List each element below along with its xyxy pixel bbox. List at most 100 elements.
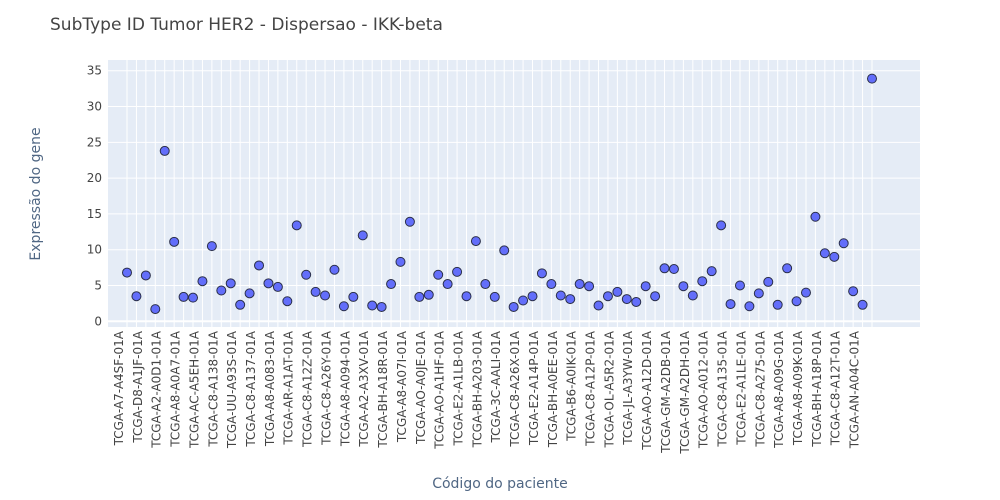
data-point[interactable] xyxy=(122,267,132,278)
x-tick-label: TCGA-C8-A26Y-01A xyxy=(319,330,333,446)
data-point[interactable] xyxy=(791,296,802,307)
data-point[interactable] xyxy=(140,270,151,281)
data-point[interactable] xyxy=(518,295,529,306)
data-point[interactable] xyxy=(527,291,538,302)
data-point[interactable] xyxy=(555,290,566,301)
data-point[interactable] xyxy=(414,291,425,302)
data-point[interactable] xyxy=(687,290,698,301)
data-point[interactable] xyxy=(593,300,604,311)
x-tick-label: TCGA-AO-A12D-01A xyxy=(640,330,654,450)
data-point[interactable] xyxy=(338,301,349,312)
data-point[interactable] xyxy=(216,285,227,296)
data-point[interactable] xyxy=(206,241,217,252)
x-axis-title: Código do paciente xyxy=(432,476,568,492)
data-point[interactable] xyxy=(602,291,613,302)
data-point[interactable] xyxy=(800,287,811,298)
data-point[interactable] xyxy=(225,278,236,289)
data-point[interactable] xyxy=(744,301,755,312)
data-point[interactable] xyxy=(480,279,491,290)
data-point[interactable] xyxy=(131,291,142,302)
data-point[interactable] xyxy=(376,301,387,312)
x-tick-label: TCGA-A2-A3XV-01A xyxy=(357,330,371,447)
data-point[interactable] xyxy=(650,291,661,302)
x-tick-label: TCGA-A2-A0D1-01A xyxy=(150,330,164,449)
x-tick-label: TCGA-BH-A18R-01A xyxy=(376,330,390,448)
data-point[interactable] xyxy=(725,299,736,310)
data-point[interactable] xyxy=(489,291,500,302)
data-point[interactable] xyxy=(819,248,830,259)
x-tick-label: TCGA-A7-A4SF-01A xyxy=(112,330,126,446)
data-point[interactable] xyxy=(574,279,585,290)
data-point[interactable] xyxy=(442,279,453,290)
data-point[interactable] xyxy=(734,280,745,291)
data-point[interactable] xyxy=(678,281,689,292)
data-point[interactable] xyxy=(857,299,868,310)
data-point[interactable] xyxy=(150,304,161,315)
data-point[interactable] xyxy=(169,236,180,247)
data-point[interactable] xyxy=(357,230,368,241)
data-point[interactable] xyxy=(301,269,312,280)
data-point[interactable] xyxy=(782,263,793,274)
x-tick-label: TCGA-E2-A1LE-01A xyxy=(734,330,748,446)
data-point[interactable] xyxy=(263,278,274,289)
data-point[interactable] xyxy=(829,251,840,262)
data-point[interactable] xyxy=(367,300,378,311)
chart-title: SubType ID Tumor HER2 - Dispersao - IKK-… xyxy=(50,15,443,35)
data-point[interactable] xyxy=(310,286,321,297)
data-point[interactable] xyxy=(244,288,255,299)
x-tick-label: TCGA-GM-A2DB-01A xyxy=(659,330,673,454)
data-point[interactable] xyxy=(386,279,397,290)
data-point[interactable] xyxy=(461,291,472,302)
data-point[interactable] xyxy=(423,289,434,300)
data-point[interactable] xyxy=(810,211,821,222)
data-point[interactable] xyxy=(178,291,189,302)
data-point[interactable] xyxy=(188,292,199,303)
data-point[interactable] xyxy=(546,279,557,290)
data-point[interactable] xyxy=(254,260,265,271)
data-point[interactable] xyxy=(668,264,679,275)
data-point[interactable] xyxy=(395,256,406,267)
data-point[interactable] xyxy=(612,286,623,297)
data-point[interactable] xyxy=(159,145,170,156)
x-tick-label: TCGA-AO-A1HF-01A xyxy=(433,330,447,450)
data-point[interactable] xyxy=(282,296,293,307)
data-point[interactable] xyxy=(565,294,576,305)
data-point[interactable] xyxy=(584,281,595,292)
data-point[interactable] xyxy=(631,296,642,307)
data-point[interactable] xyxy=(452,266,463,277)
data-point[interactable] xyxy=(499,245,510,256)
data-point[interactable] xyxy=(706,266,717,277)
y-axis-title: Expressão do gene xyxy=(28,127,44,260)
data-point[interactable] xyxy=(508,301,519,312)
x-tick-label: TCGA-C8-A275-01A xyxy=(753,330,767,447)
data-point[interactable] xyxy=(329,264,340,275)
data-point[interactable] xyxy=(640,281,651,292)
data-point[interactable] xyxy=(272,281,283,292)
data-point[interactable] xyxy=(621,294,632,305)
data-point[interactable] xyxy=(320,290,331,301)
data-point[interactable] xyxy=(235,299,246,310)
x-tick-label: TCGA-AN-A04C-01A xyxy=(848,330,862,449)
x-tick-label: TCGA-AR-A1AT-01A xyxy=(282,330,296,445)
data-point[interactable] xyxy=(838,238,849,249)
data-point[interactable] xyxy=(404,216,415,227)
data-point[interactable] xyxy=(848,286,859,297)
data-point[interactable] xyxy=(867,73,877,84)
x-tick-label: TCGA-D8-A1JF-01A xyxy=(131,330,145,443)
data-point[interactable] xyxy=(697,276,708,287)
data-point[interactable] xyxy=(433,269,444,280)
data-point[interactable] xyxy=(753,288,764,299)
data-point[interactable] xyxy=(197,276,208,287)
data-point[interactable] xyxy=(772,299,783,310)
x-tick-label: TCGA-JL-A3YW-01A xyxy=(621,330,635,445)
x-tick-label: TCGA-E2-A14P-01A xyxy=(527,330,541,446)
data-point[interactable] xyxy=(291,220,302,231)
data-point[interactable] xyxy=(536,268,547,279)
data-point[interactable] xyxy=(348,291,359,302)
data-point[interactable] xyxy=(716,220,727,231)
data-point[interactable] xyxy=(659,263,670,274)
data-point[interactable] xyxy=(470,236,481,247)
data-point[interactable] xyxy=(763,276,774,287)
x-tick-label: TCGA-C8-A138-01A xyxy=(206,330,220,447)
